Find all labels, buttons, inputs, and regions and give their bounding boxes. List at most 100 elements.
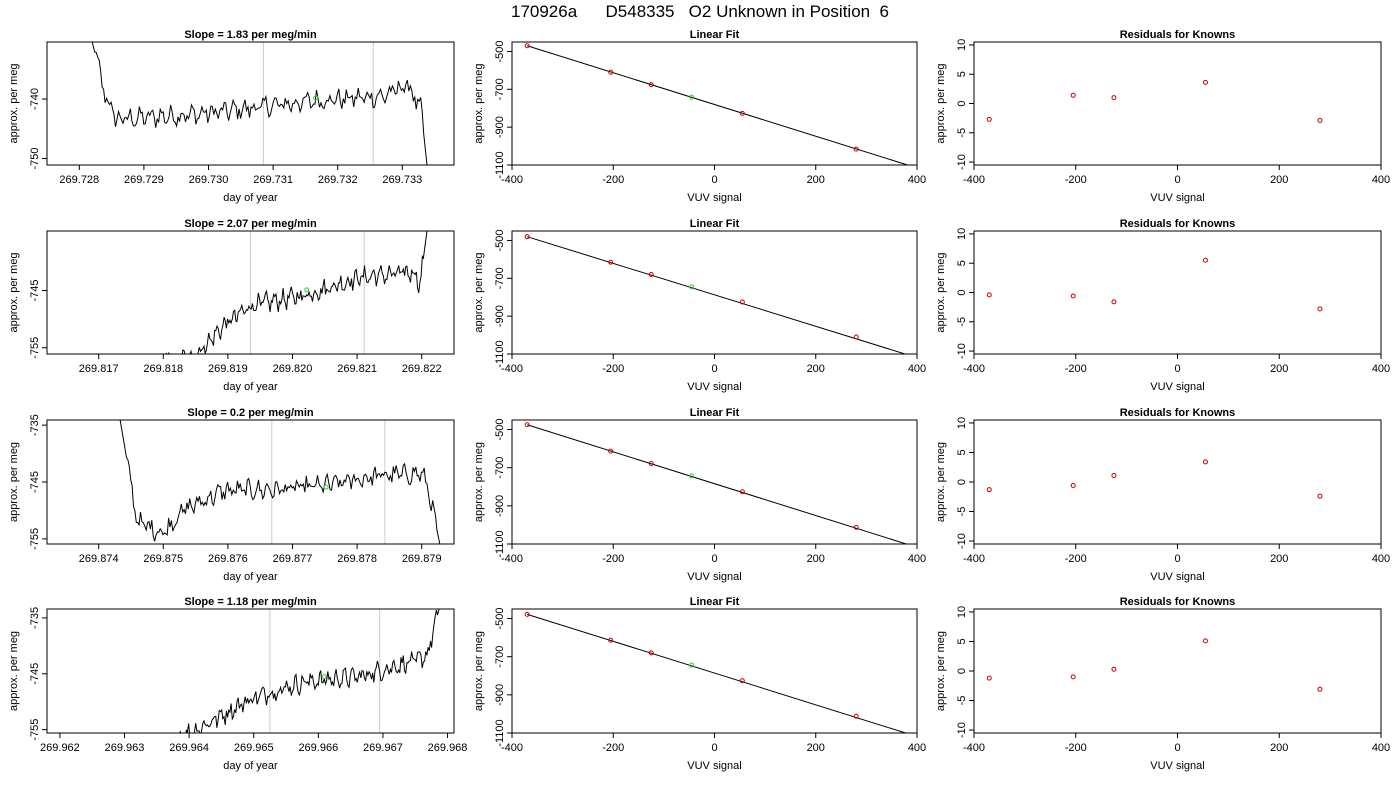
known-point xyxy=(648,82,654,88)
x-tick-label: 0 xyxy=(711,363,717,375)
x-axis-label: VUV signal xyxy=(1150,760,1204,772)
trace-panel-r2: Slope = 0.2 per meg/min 269.874 269.875 269… xyxy=(8,407,455,583)
known-point xyxy=(524,43,530,49)
known-point xyxy=(1202,459,1208,465)
plot-area xyxy=(524,422,908,544)
y-tick-label: -500 xyxy=(494,40,506,62)
x-axis-label: day of year xyxy=(223,381,278,393)
y-tick-label: -1100 xyxy=(494,340,506,367)
x-tick-label: 400 xyxy=(908,553,926,565)
known-point xyxy=(986,116,992,122)
y-tick-label: 5 xyxy=(956,71,968,77)
fit-panel-r2: Linear Fit -400 -200 0 200 400 -500 -700 -900 -11… xyxy=(473,407,926,583)
x-axis-label: VUV signal xyxy=(1150,192,1204,204)
y-axis-label: approx. per meg xyxy=(935,63,947,143)
x-tick-label: 200 xyxy=(807,363,825,375)
x-tick-label: 269.728 xyxy=(59,174,99,186)
known-point xyxy=(1202,638,1208,644)
unknown-point xyxy=(689,473,695,479)
panel-title: Slope = 1.18 per meg/min xyxy=(184,596,317,608)
x-tick-label: 269.820 xyxy=(273,363,313,375)
x-tick-label: 269.962 xyxy=(40,742,80,754)
fit-line xyxy=(527,236,907,354)
plot-frame xyxy=(973,41,1382,166)
known-point xyxy=(739,110,745,116)
fit-panel-r3: Linear Fit -400 -200 0 200 400 -500 -700 -900 -11… xyxy=(473,596,926,772)
x-axis-label: day of year xyxy=(223,192,278,204)
unknown-point xyxy=(323,484,329,490)
x-tick-label: 0 xyxy=(1174,742,1180,754)
y-tick-label: -755 xyxy=(29,719,41,741)
y-tick-label: -5 xyxy=(956,317,968,327)
known-point xyxy=(648,272,654,278)
known-point xyxy=(986,487,992,493)
x-tick-label: 400 xyxy=(1372,742,1390,754)
known-point xyxy=(1070,92,1076,98)
y-tick-label: 5 xyxy=(956,260,968,266)
trace-line xyxy=(165,231,428,354)
x-tick-label: 400 xyxy=(1372,174,1390,186)
trace-panel-r0: Slope = 1.83 per meg/min 269.728 269.729 26… xyxy=(8,29,455,204)
y-tick-label: -700 xyxy=(494,646,506,668)
x-tick-label: -200 xyxy=(1065,553,1087,565)
plot-area xyxy=(986,79,1323,123)
x-axis-label: VUV signal xyxy=(687,381,741,393)
y-axis-label: approx. per meg xyxy=(8,631,20,711)
fit-line xyxy=(527,45,910,165)
y-tick-label: -10 xyxy=(956,722,968,738)
x-tick-label: 0 xyxy=(711,174,717,186)
known-point xyxy=(648,650,654,656)
y-tick-label: -745 xyxy=(29,471,41,493)
known-point xyxy=(1111,666,1117,672)
x-tick-label: -400 xyxy=(963,174,985,186)
y-tick-label: -745 xyxy=(29,663,41,685)
y-tick-label: -735 xyxy=(29,414,41,436)
x-tick-label: 400 xyxy=(1372,363,1390,375)
plot-area xyxy=(524,611,908,733)
known-point xyxy=(608,259,614,265)
x-tick-label: 269.876 xyxy=(208,553,248,565)
y-tick-label: 10 xyxy=(956,417,968,429)
x-tick-label: 269.878 xyxy=(337,553,377,565)
y-axis-label: approx. per meg xyxy=(8,442,20,522)
unknown-point xyxy=(689,662,695,668)
y-tick-label: 0 xyxy=(956,100,968,106)
panel-title: Slope = 1.83 per meg/min xyxy=(184,29,317,41)
x-tick-label: 269.965 xyxy=(234,742,274,754)
plot-area xyxy=(91,42,428,165)
y-axis-label: approx. per meg xyxy=(473,442,485,522)
known-point xyxy=(1317,686,1323,692)
x-axis-label: VUV signal xyxy=(1150,571,1204,583)
y-tick-label: -10 xyxy=(956,154,968,170)
x-tick-label: 200 xyxy=(1270,174,1288,186)
fit-line xyxy=(527,424,908,544)
panel-title: Linear Fit xyxy=(690,596,740,608)
known-point xyxy=(608,448,614,454)
x-tick-label: -400 xyxy=(963,363,985,375)
panel-title: Linear Fit xyxy=(690,218,740,230)
y-tick-label: -1100 xyxy=(494,719,506,746)
x-tick-label: 269.730 xyxy=(189,174,229,186)
y-tick-label: -10 xyxy=(956,533,968,549)
known-point xyxy=(1070,483,1076,489)
plot-area xyxy=(986,638,1323,692)
y-tick-label: -735 xyxy=(29,607,41,629)
x-tick-label: 269.731 xyxy=(253,174,293,186)
x-tick-label: -400 xyxy=(501,553,523,565)
y-axis-label: approx. per meg xyxy=(8,63,20,143)
x-tick-label: 400 xyxy=(908,174,926,186)
y-tick-label: -5 xyxy=(956,128,968,138)
known-point xyxy=(524,422,530,428)
known-point xyxy=(1202,79,1208,85)
known-point xyxy=(1317,493,1323,499)
figure-title: 170926a D548335 O2 Unknown in Position 6 xyxy=(510,2,890,21)
unknown-point xyxy=(689,94,695,100)
panel-title: Residuals for Knowns xyxy=(1120,218,1236,230)
x-tick-label: 269.877 xyxy=(273,553,313,565)
x-axis-label: VUV signal xyxy=(687,192,741,204)
plot-area xyxy=(178,609,440,733)
y-tick-label: -700 xyxy=(494,78,506,100)
y-axis-label: approx. per meg xyxy=(935,631,947,711)
y-tick-label: -1100 xyxy=(494,530,506,557)
plot-frame xyxy=(511,41,918,166)
